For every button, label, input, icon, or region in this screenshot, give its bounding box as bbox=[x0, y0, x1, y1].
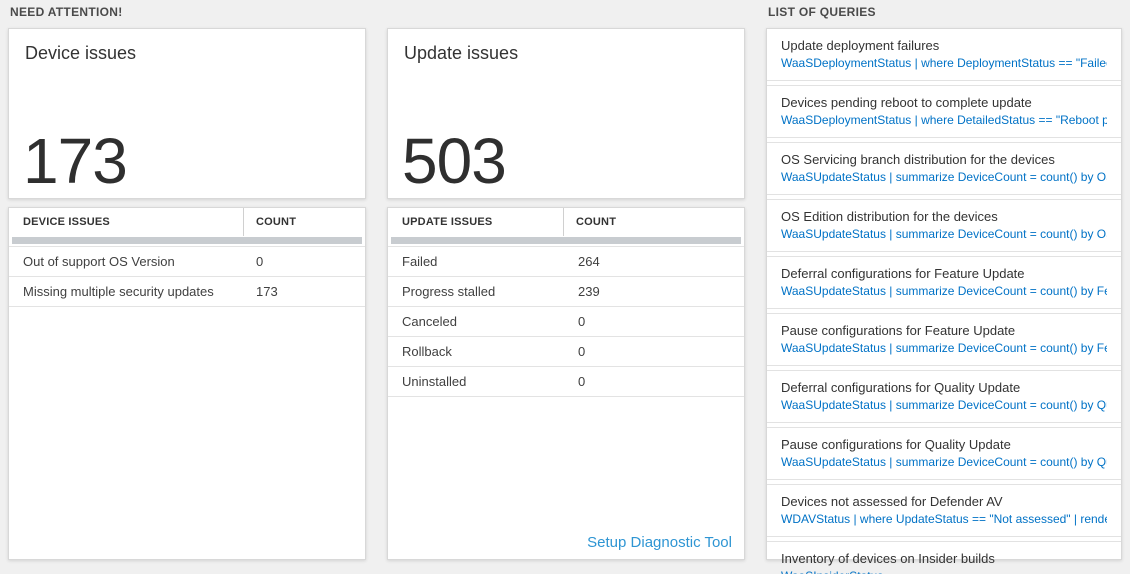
query-code-link[interactable]: WaaSDeploymentStatus | where DeploymentS… bbox=[781, 56, 1107, 70]
row-count: 0 bbox=[578, 344, 586, 359]
device-issues-tile[interactable]: Device issues 173 bbox=[8, 28, 366, 199]
query-code-link[interactable]: WaaSUpdateStatus | summarize DeviceCount… bbox=[781, 455, 1107, 469]
row-label: Missing multiple security updates bbox=[23, 284, 214, 299]
row-label: Canceled bbox=[402, 314, 457, 329]
row-count: 0 bbox=[256, 254, 264, 269]
device-issues-title: Device issues bbox=[25, 43, 137, 63]
table-row[interactable]: Out of support OS Version 0 bbox=[9, 247, 365, 277]
query-title: Pause configurations for Feature Update bbox=[781, 323, 1016, 338]
horizontal-scrollbar[interactable] bbox=[391, 237, 741, 244]
query-code-link[interactable]: WaaSUpdateStatus | summarize DeviceCount… bbox=[781, 341, 1107, 355]
query-code-link[interactable]: WDAVStatus | where UpdateStatus == "Not … bbox=[781, 512, 1107, 526]
query-item-update-deployment-failures[interactable]: Update deployment failures WaaSDeploymen… bbox=[767, 29, 1121, 81]
row-count: 239 bbox=[578, 284, 600, 299]
update-issues-count: 503 bbox=[402, 124, 507, 197]
query-code-link[interactable]: WaaSUpdateStatus | summarize DeviceCount… bbox=[781, 170, 1107, 184]
row-count: 173 bbox=[256, 284, 278, 299]
query-code-link[interactable]: WaaSUpdateStatus | summarize DeviceCount… bbox=[781, 284, 1107, 298]
query-item-defender-av-not-assessed[interactable]: Devices not assessed for Defender AV WDA… bbox=[767, 484, 1121, 537]
update-issues-table-header: UPDATE ISSUES COUNT bbox=[388, 208, 744, 236]
row-label: Out of support OS Version bbox=[23, 254, 175, 269]
table-row[interactable]: Failed 264 bbox=[388, 247, 744, 277]
list-of-queries-section-label: LIST OF QUERIES bbox=[768, 5, 876, 19]
query-item-pause-feature-update[interactable]: Pause configurations for Feature Update … bbox=[767, 313, 1121, 366]
query-item-os-servicing-branch[interactable]: OS Servicing branch distribution for the… bbox=[767, 142, 1121, 195]
query-item-pause-quality-update[interactable]: Pause configurations for Quality Update … bbox=[767, 427, 1121, 480]
query-title: Deferral configurations for Feature Upda… bbox=[781, 266, 1025, 281]
query-title: OS Servicing branch distribution for the… bbox=[781, 152, 1055, 167]
query-code-link[interactable]: WaaSUpdateStatus | summarize DeviceCount… bbox=[781, 227, 1107, 241]
query-title: Deferral configurations for Quality Upda… bbox=[781, 380, 1021, 395]
query-code-link[interactable]: WaaSInsiderStatus bbox=[781, 569, 1107, 574]
row-label: Rollback bbox=[402, 344, 452, 359]
table-row[interactable]: Rollback 0 bbox=[388, 337, 744, 367]
query-item-insider-builds-inventory[interactable]: Inventory of devices on Insider builds W… bbox=[767, 541, 1121, 574]
row-label: Failed bbox=[402, 254, 438, 269]
table-row[interactable]: Missing multiple security updates 173 bbox=[9, 277, 365, 307]
device-issues-table: DEVICE ISSUES COUNT Out of support OS Ve… bbox=[8, 207, 366, 560]
row-label: Progress stalled bbox=[402, 284, 496, 299]
device-issues-table-header: DEVICE ISSUES COUNT bbox=[9, 208, 365, 236]
need-attention-section-label: NEED ATTENTION! bbox=[10, 5, 123, 19]
column-header-device-issues: DEVICE ISSUES bbox=[9, 208, 244, 236]
queries-panel: Update deployment failures WaaSDeploymen… bbox=[766, 28, 1122, 574]
query-title: OS Edition distribution for the devices bbox=[781, 209, 998, 224]
query-item-os-edition-distribution[interactable]: OS Edition distribution for the devices … bbox=[767, 199, 1121, 252]
column-header-update-issues: UPDATE ISSUES bbox=[388, 208, 564, 236]
device-issues-count: 173 bbox=[23, 124, 128, 197]
row-label: Uninstalled bbox=[402, 374, 467, 389]
query-title: Devices not assessed for Defender AV bbox=[781, 494, 1003, 509]
update-issues-table: UPDATE ISSUES COUNT Failed 264 Progress … bbox=[387, 207, 745, 560]
query-code-link[interactable]: WaaSDeploymentStatus | where DetailedSta… bbox=[781, 113, 1107, 127]
row-count: 264 bbox=[578, 254, 600, 269]
query-item-devices-pending-reboot[interactable]: Devices pending reboot to complete updat… bbox=[767, 85, 1121, 138]
column-header-count: COUNT bbox=[256, 216, 297, 228]
query-title: Devices pending reboot to complete updat… bbox=[781, 95, 1032, 110]
query-title: Update deployment failures bbox=[781, 38, 940, 53]
table-row[interactable]: Uninstalled 0 bbox=[388, 367, 744, 397]
query-item-deferral-feature-update[interactable]: Deferral configurations for Feature Upda… bbox=[767, 256, 1121, 309]
query-title: Inventory of devices on Insider builds bbox=[781, 551, 995, 566]
table-row[interactable]: Canceled 0 bbox=[388, 307, 744, 337]
row-count: 0 bbox=[578, 314, 586, 329]
query-item-deferral-quality-update[interactable]: Deferral configurations for Quality Upda… bbox=[767, 370, 1121, 423]
table-row[interactable]: Progress stalled 239 bbox=[388, 277, 744, 307]
query-code-link[interactable]: WaaSUpdateStatus | summarize DeviceCount… bbox=[781, 398, 1107, 412]
row-count: 0 bbox=[578, 374, 586, 389]
update-issues-tile[interactable]: Update issues 503 bbox=[387, 28, 745, 199]
horizontal-scrollbar[interactable] bbox=[12, 237, 362, 244]
update-issues-title: Update issues bbox=[404, 43, 519, 63]
setup-diagnostic-tool-link[interactable]: Setup Diagnostic Tool bbox=[587, 534, 732, 551]
column-header-count: COUNT bbox=[576, 216, 617, 228]
query-title: Pause configurations for Quality Update bbox=[781, 437, 1011, 452]
